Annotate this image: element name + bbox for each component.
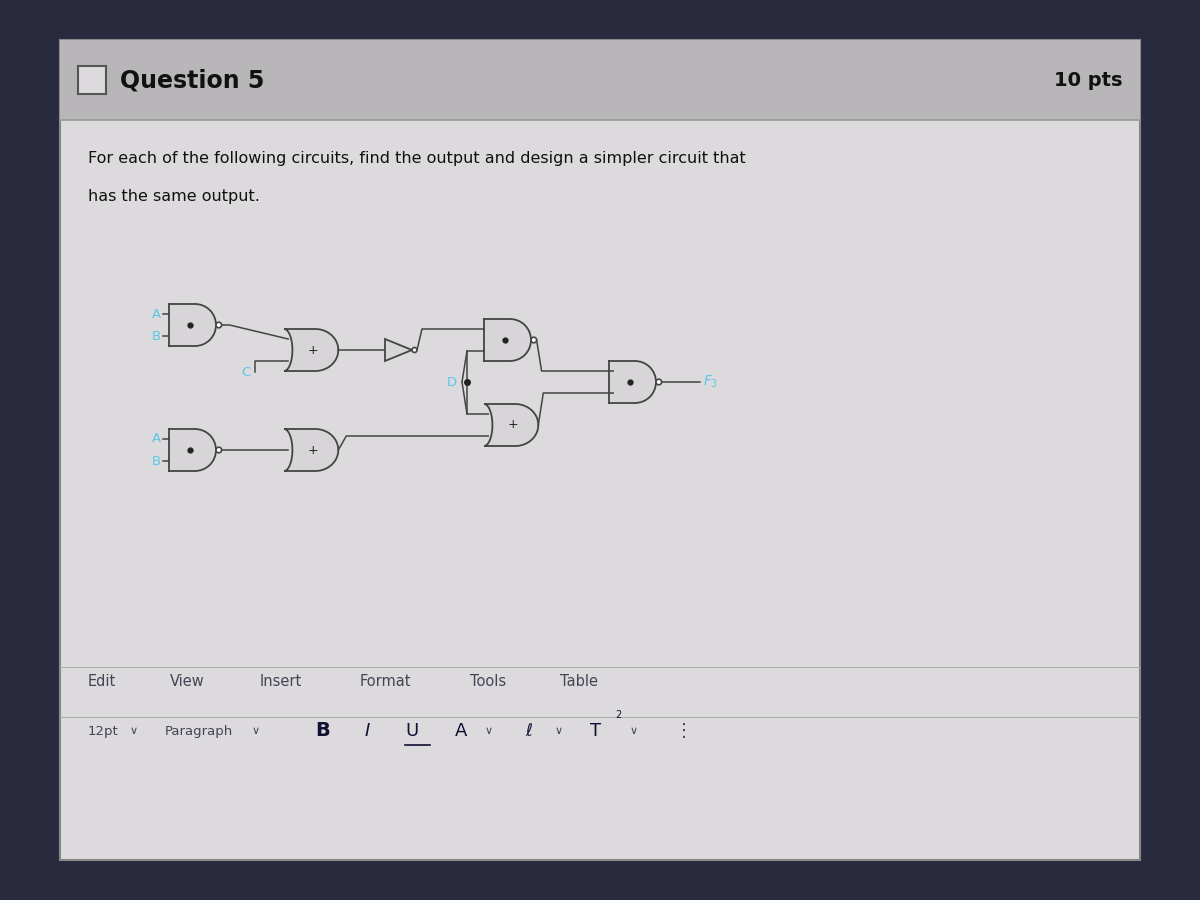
Text: D: D: [446, 375, 457, 389]
Text: 12pt: 12pt: [88, 724, 119, 737]
Wedge shape: [194, 304, 216, 346]
Text: 10 pts: 10 pts: [1054, 70, 1122, 89]
Bar: [169, 429, 194, 471]
Circle shape: [216, 447, 222, 453]
Bar: [78, 66, 106, 94]
Text: Format: Format: [360, 673, 412, 689]
Wedge shape: [635, 361, 656, 403]
Text: C: C: [241, 365, 250, 379]
Text: Tools: Tools: [470, 673, 506, 689]
Text: 2: 2: [616, 710, 622, 720]
Text: +: +: [508, 418, 518, 431]
Wedge shape: [194, 429, 216, 471]
Text: A: A: [455, 722, 467, 740]
Circle shape: [412, 347, 418, 353]
Text: ∨: ∨: [485, 726, 493, 736]
Text: A: A: [152, 308, 161, 320]
Text: Question 5: Question 5: [120, 68, 264, 92]
Text: U: U: [406, 722, 419, 740]
Text: Paragraph: Paragraph: [166, 724, 233, 737]
Text: I: I: [365, 722, 371, 740]
Text: B: B: [314, 722, 330, 741]
Bar: [484, 319, 510, 361]
Polygon shape: [385, 339, 412, 361]
Bar: [169, 304, 194, 346]
Text: has the same output.: has the same output.: [88, 188, 260, 203]
Text: A: A: [152, 433, 161, 446]
Bar: [610, 361, 635, 403]
Text: B: B: [152, 329, 161, 343]
Text: ∨: ∨: [630, 726, 638, 736]
Polygon shape: [284, 329, 338, 371]
Text: ∨: ∨: [130, 726, 138, 736]
Polygon shape: [484, 404, 539, 446]
Text: ∨: ∨: [252, 726, 260, 736]
Text: For each of the following circuits, find the output and design a simpler circuit: For each of the following circuits, find…: [88, 150, 745, 166]
Text: ℓ: ℓ: [526, 722, 532, 740]
Text: Table: Table: [560, 673, 598, 689]
Circle shape: [216, 322, 222, 328]
Text: $F_3$: $F_3$: [703, 374, 718, 391]
Text: T: T: [590, 722, 601, 740]
Text: Edit: Edit: [88, 673, 116, 689]
Text: +: +: [307, 444, 318, 456]
Circle shape: [656, 379, 661, 385]
Circle shape: [530, 338, 536, 343]
Text: ⋮: ⋮: [674, 722, 694, 740]
Bar: [60, 40, 1140, 120]
Polygon shape: [284, 429, 338, 471]
Text: ∨: ∨: [554, 726, 563, 736]
Text: +: +: [307, 344, 318, 356]
Text: View: View: [170, 673, 205, 689]
Wedge shape: [510, 319, 530, 361]
Text: Insert: Insert: [260, 673, 302, 689]
Text: B: B: [152, 454, 161, 467]
